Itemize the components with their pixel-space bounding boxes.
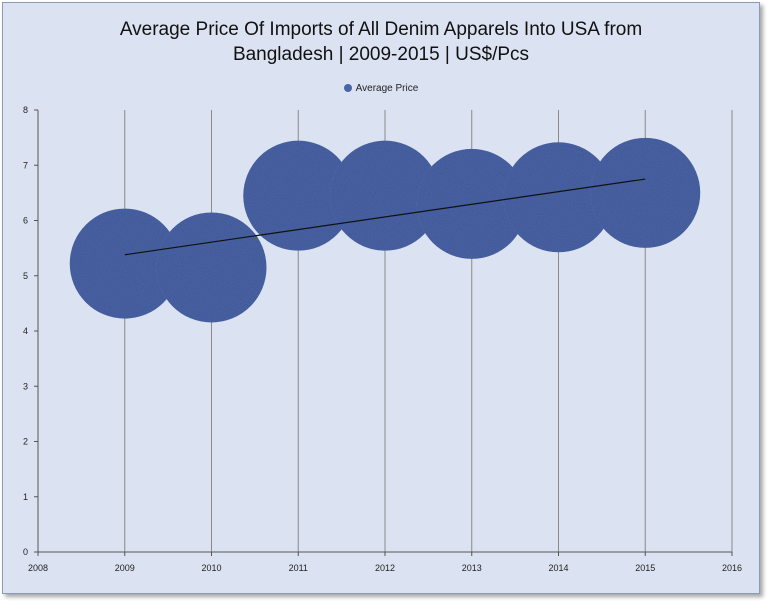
y-tick-labels: 0 1 2 3 4 5 6 7 8	[23, 105, 28, 557]
legend-label: Average Price	[355, 83, 419, 94]
y-tick-label: 5	[23, 271, 28, 281]
y-tick-label: 7	[23, 160, 28, 170]
y-tick-label: 6	[23, 216, 28, 226]
y-tick-label: 2	[23, 437, 28, 447]
y-tick-label: 4	[23, 326, 28, 336]
x-tick-label: 2009	[115, 563, 135, 573]
x-tick-label: 2013	[462, 563, 482, 573]
chart-title-line-2: Bangladesh | 2009-2015 | US$/Pcs	[232, 44, 530, 65]
chart-title: Average Price Of Imports of All Denim Ap…	[3, 17, 759, 67]
x-tick-label: 2016	[722, 563, 742, 573]
x-tick-label: 2014	[548, 563, 568, 573]
trendline	[124, 178, 646, 256]
x-tick-labels: 2008 2009 2010 2011 2012 2013 2014 2015 2016	[28, 563, 742, 573]
y-tick-label: 1	[23, 492, 28, 502]
bubble-point	[503, 142, 614, 253]
bubble-point	[156, 212, 267, 323]
bubble-point	[69, 208, 180, 319]
chart-title-line-1: Average Price Of Imports of All Denim Ap…	[119, 19, 643, 40]
legend: Average Price	[3, 83, 759, 94]
axes	[34, 109, 733, 556]
x-tick-label: 2008	[28, 563, 48, 573]
bubble-point	[330, 140, 440, 251]
bubbles	[69, 137, 701, 323]
y-tick-label: 3	[23, 381, 28, 391]
y-tick-label: 8	[23, 105, 28, 115]
bubble-point	[243, 140, 354, 251]
legend-marker	[343, 84, 352, 93]
bubble-point	[590, 137, 701, 248]
x-tick-label: 2010	[201, 563, 221, 573]
x-tick-label: 2011	[289, 563, 308, 573]
x-tick-label: 2015	[635, 563, 655, 573]
trendline-group	[124, 178, 646, 256]
y-tick-label: 0	[23, 547, 28, 557]
x-tick-label: 2012	[375, 563, 395, 573]
